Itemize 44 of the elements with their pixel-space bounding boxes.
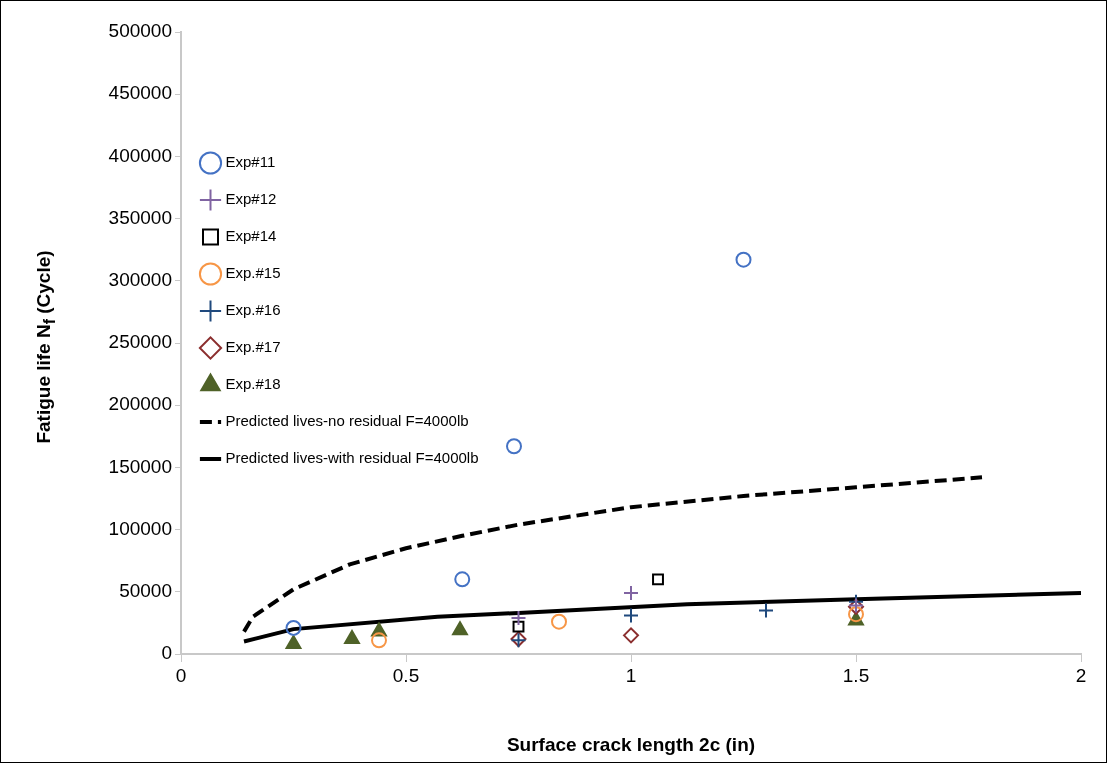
x-tick-label: 1.5	[842, 664, 870, 686]
point	[623, 585, 639, 602]
point	[623, 627, 639, 644]
point	[452, 621, 468, 636]
legend-label: Exp#11	[225, 153, 276, 171]
y-tick-label: 350000	[108, 206, 172, 228]
x-tick-label: 2	[1075, 664, 1087, 686]
point	[735, 251, 752, 268]
y-tick-label: 400000	[108, 144, 172, 166]
point	[623, 607, 639, 624]
x-tick-label: 0	[175, 664, 187, 686]
legend-label: Predicted lives-with residual F=4000lb	[225, 449, 479, 467]
point	[551, 613, 567, 630]
legend-label: Exp#12	[225, 190, 277, 208]
legend-label: Exp.#17	[225, 338, 281, 356]
legend-label: Exp.#16	[225, 301, 281, 319]
y-tick-label: 250000	[108, 331, 172, 353]
x-axis-title: Surface crack length 2c (in)	[506, 734, 756, 756]
point	[285, 635, 302, 650]
y-tick-label: 450000	[108, 82, 172, 104]
y-tick-label: 0	[161, 642, 172, 664]
y-tick-label: 500000	[108, 20, 172, 42]
point	[758, 602, 774, 619]
legend-label: Predicted lives-no residual F=4000lb	[225, 412, 469, 430]
point	[285, 619, 302, 636]
line-series	[242, 475, 984, 634]
x-tick-label: 0.5	[392, 664, 420, 686]
y-tick-label: 200000	[108, 393, 172, 415]
point	[344, 630, 360, 645]
point	[510, 609, 527, 626]
point	[848, 606, 864, 623]
point	[652, 573, 664, 586]
x-tick-label: 1	[625, 664, 637, 686]
legend-label: Exp.#18	[225, 375, 281, 393]
legend-label: Exp#14	[225, 227, 277, 245]
point	[506, 438, 522, 455]
y-tick-label: 300000	[108, 269, 172, 291]
point	[371, 632, 387, 649]
legend-label: Exp.#15	[225, 264, 281, 282]
y-tick-label: 100000	[108, 517, 172, 539]
point	[454, 571, 471, 588]
point	[512, 620, 525, 633]
y-tick-label: 150000	[108, 455, 172, 477]
y-tick-label: 50000	[119, 580, 172, 602]
